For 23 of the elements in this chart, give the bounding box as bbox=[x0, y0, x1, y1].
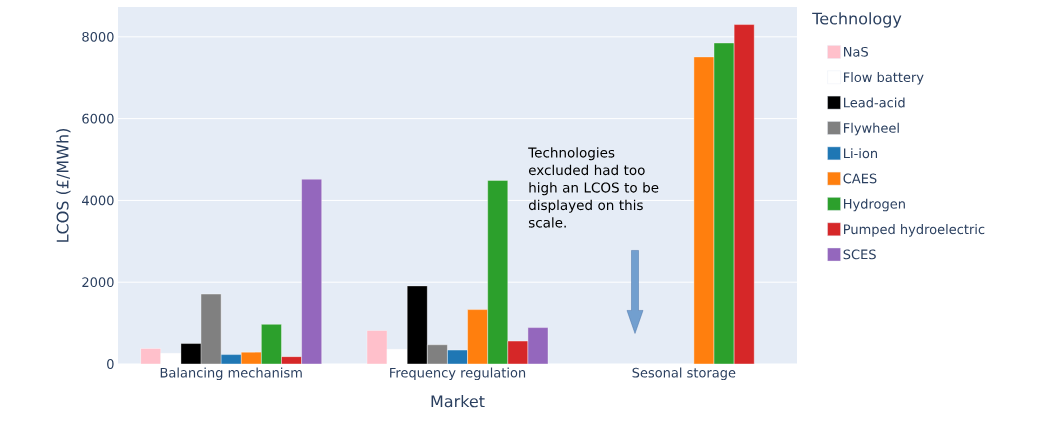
y-tick-label: 8000 bbox=[82, 31, 114, 42]
legend-label: Lead-acid bbox=[844, 97, 905, 108]
x-tick-label: Sesonal storage bbox=[632, 367, 736, 381]
legend-label: Flywheel bbox=[844, 122, 899, 136]
legend-title: Technology bbox=[812, 12, 902, 28]
y-tick-label: 0 bbox=[107, 359, 114, 369]
x-tick-label: Balancing mechanism bbox=[160, 367, 302, 381]
legend-label: SCES bbox=[843, 249, 876, 260]
y-axis-title: LCOS (£/MWh) bbox=[56, 129, 71, 242]
y-tick-label: 2000 bbox=[82, 277, 114, 288]
legend-label: CAES bbox=[843, 173, 877, 184]
legend-label: Pumped hydroelectric bbox=[844, 224, 985, 237]
x-axis-title: Market bbox=[431, 394, 485, 408]
legend-label: NaS bbox=[844, 46, 868, 57]
y-tick-label: 6000 bbox=[82, 113, 114, 124]
legend-label: Li-ion bbox=[844, 148, 877, 159]
bar bbox=[301, 178, 322, 364]
bar bbox=[407, 285, 428, 364]
legend-label: Flow battery bbox=[844, 72, 924, 85]
annotation: Technologies excluded had too high an LCOS to be displayed on this scale. bbox=[528, 147, 659, 228]
legend-label: Hydrogen bbox=[844, 198, 905, 212]
y-tick-label: 4000 bbox=[82, 195, 114, 206]
x-tick-label: Frequency regulation bbox=[390, 367, 526, 381]
